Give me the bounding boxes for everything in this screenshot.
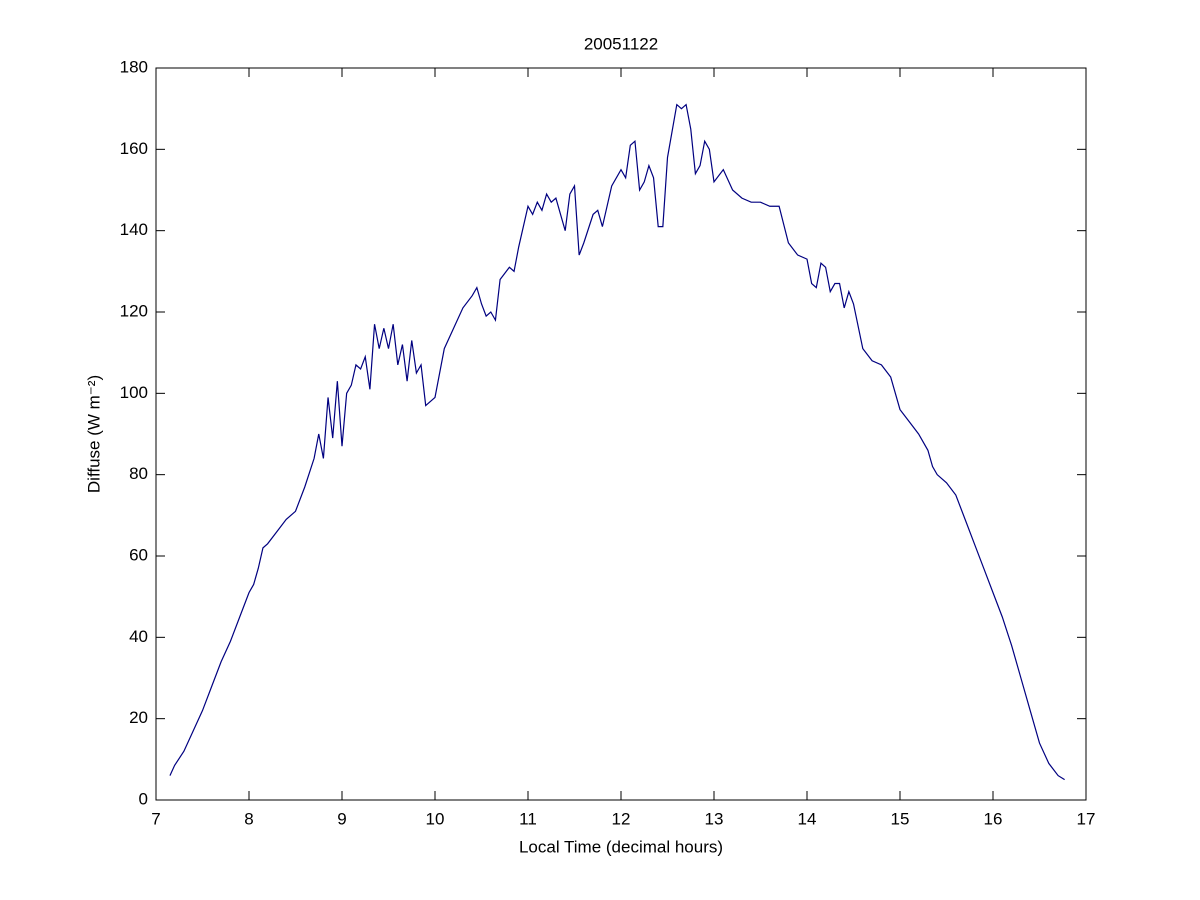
y-tick-label: 80 xyxy=(129,464,148,483)
y-tick-label: 100 xyxy=(120,383,148,402)
x-tick-label: 14 xyxy=(798,809,817,828)
x-tick-label: 7 xyxy=(151,809,160,828)
y-tick-label: 180 xyxy=(120,57,148,76)
data-line xyxy=(169,103,1065,781)
y-axis-label: Diffuse (W m⁻²) xyxy=(84,375,103,493)
x-tick-label: 10 xyxy=(426,809,445,828)
y-tick-label: 40 xyxy=(129,627,148,646)
x-tick-label: 8 xyxy=(244,809,253,828)
x-tick-label: 11 xyxy=(519,809,537,828)
y-tick-label: 140 xyxy=(120,220,148,239)
x-tick-label: 13 xyxy=(705,809,724,828)
y-tick-label: 160 xyxy=(120,139,148,158)
y-tick-label: 120 xyxy=(120,301,148,320)
y-tick-label: 60 xyxy=(129,545,148,564)
plot-frame xyxy=(155,67,1087,801)
y-tick-label: 20 xyxy=(129,708,148,727)
x-tick-label: 17 xyxy=(1077,809,1096,828)
y-tick-label: 0 xyxy=(139,789,148,808)
x-tick-label: 16 xyxy=(984,809,1003,828)
x-axis-label: Local Time (decimal hours) xyxy=(519,837,723,856)
x-tick-label: 15 xyxy=(891,809,910,828)
x-tick-label: 9 xyxy=(337,809,346,828)
chart-title: 20051122 xyxy=(584,34,658,53)
x-tick-label: 12 xyxy=(612,809,631,828)
